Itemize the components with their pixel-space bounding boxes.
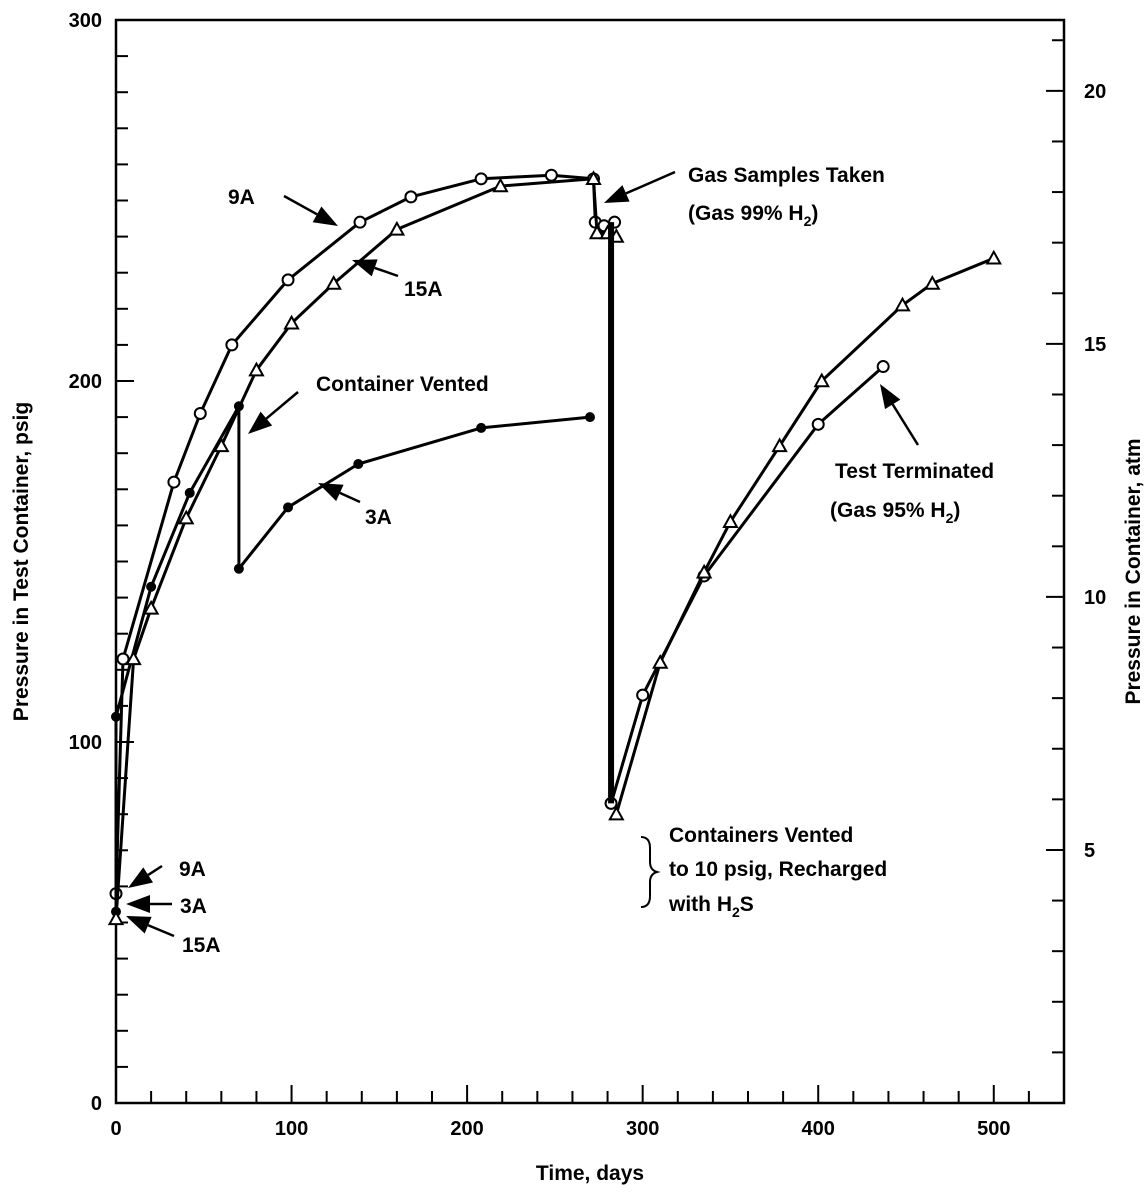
data-point-15a bbox=[588, 224, 606, 240]
data-point-9a bbox=[474, 172, 488, 186]
series-line-3a bbox=[114, 404, 591, 912]
data-point-15a bbox=[107, 910, 125, 926]
data-point-9a bbox=[876, 360, 890, 374]
y-tick-label: 0 bbox=[91, 1093, 102, 1115]
data-point-9a bbox=[404, 190, 418, 204]
label-container-vented: Container Vented bbox=[316, 373, 489, 396]
data-point-3a bbox=[111, 711, 121, 722]
data-point-15a bbox=[492, 177, 509, 193]
data-point-15a bbox=[248, 361, 265, 377]
y-tick-label: 100 bbox=[69, 732, 102, 754]
data-point-9a bbox=[811, 417, 825, 431]
data-point-15a bbox=[771, 437, 788, 453]
data-point-15a bbox=[985, 249, 1002, 265]
data-point-3a bbox=[184, 487, 195, 498]
arrow-15a-start-shaft bbox=[147, 924, 175, 938]
arrow-test-terminated-head bbox=[880, 384, 901, 410]
data-point-9a bbox=[225, 338, 239, 352]
arrow-9a-curve-shaft bbox=[283, 194, 318, 216]
series-line-15a bbox=[114, 177, 995, 920]
data-point-15a bbox=[652, 654, 669, 669]
data-point-9a bbox=[167, 475, 181, 489]
data-point-15a bbox=[695, 563, 713, 579]
label-9a-curve: 9A bbox=[228, 186, 255, 209]
data-point-15a bbox=[283, 314, 300, 330]
data-point-15a bbox=[125, 650, 142, 666]
data-point-15a bbox=[213, 437, 230, 453]
data-point-9a bbox=[193, 406, 207, 420]
data-point-15a bbox=[608, 805, 625, 821]
x-tick-label: 400 bbox=[802, 1118, 835, 1140]
data-point-15a bbox=[813, 372, 830, 388]
label-gas-95-h2: (Gas 95% H2) bbox=[830, 499, 960, 526]
arrow-3a-start-head bbox=[126, 895, 150, 913]
arrow-9a-curve-head bbox=[312, 206, 338, 226]
data-point-9a bbox=[353, 215, 367, 229]
y-tick-label: 200 bbox=[69, 371, 102, 393]
arrow-15a-curve-head bbox=[352, 259, 378, 277]
data-point-15a bbox=[388, 220, 406, 236]
label-3a-start: 3A bbox=[180, 895, 207, 918]
label-gas-samples-taken: Gas Samples Taken bbox=[688, 164, 885, 187]
label-containers-vented: Containers Vented bbox=[669, 824, 853, 847]
y2-tick-label: 10 bbox=[1084, 587, 1106, 609]
data-point-9a bbox=[116, 652, 130, 666]
data-point-15a bbox=[894, 296, 911, 312]
data-point-9a bbox=[636, 688, 650, 702]
y2-tick-label: 5 bbox=[1084, 840, 1095, 862]
y2-tick-label: 15 bbox=[1084, 334, 1106, 356]
data-point-3a bbox=[283, 502, 294, 513]
data-point-15a bbox=[142, 599, 160, 615]
label-with-h2s: with H2S bbox=[668, 893, 754, 920]
y2-tick-label: 20 bbox=[1084, 81, 1106, 103]
arrow-container-vented-shaft bbox=[265, 391, 299, 420]
arrow-gas-samples-shaft bbox=[625, 170, 676, 195]
x-tick-label: 100 bbox=[275, 1118, 308, 1140]
x-tick-label: 500 bbox=[977, 1118, 1010, 1140]
data-point-3a bbox=[476, 422, 487, 433]
data-point-15a bbox=[722, 513, 739, 528]
label-to-10-psig: to 10 psig, Recharged bbox=[669, 858, 887, 881]
data-point-9a bbox=[544, 168, 558, 182]
curly-brace bbox=[640, 836, 661, 908]
x-tick-label: 200 bbox=[450, 1118, 483, 1140]
label-gas-99-h2: (Gas 99% H2) bbox=[688, 202, 818, 229]
label-3a-curve: 3A bbox=[365, 506, 392, 529]
data-point-15a bbox=[585, 170, 602, 186]
label-15a-start: 15A bbox=[182, 934, 221, 957]
arrow-container-vented-head bbox=[248, 411, 273, 434]
label-9a-start: 9A bbox=[179, 858, 206, 881]
data-point-15a bbox=[325, 274, 342, 290]
x-tick-label: 0 bbox=[110, 1118, 121, 1140]
arrow-15a-start-head bbox=[126, 916, 152, 934]
y2-axis-title: Pressure in Container, atm bbox=[1122, 438, 1145, 704]
data-point-15a bbox=[178, 509, 195, 525]
label-test-terminated: Test Terminated bbox=[835, 460, 994, 483]
data-point-3a bbox=[353, 459, 364, 470]
arrow-gas-samples-head bbox=[604, 185, 630, 203]
arrow-15a-curve-shaft bbox=[374, 266, 399, 278]
arrow-9a-start-shaft bbox=[147, 864, 163, 877]
data-point-3a bbox=[585, 412, 595, 423]
data-point-3a bbox=[146, 581, 157, 592]
arrow-3a-curve-shaft bbox=[339, 491, 361, 504]
arrow-3a-curve-head bbox=[318, 483, 344, 502]
y-axis-title: Pressure in Test Container, psig bbox=[10, 402, 33, 721]
arrow-test-terminated-shaft bbox=[891, 403, 920, 446]
x-tick-label: 300 bbox=[626, 1118, 659, 1140]
x-axis-title: Time, days bbox=[536, 1162, 644, 1185]
data-point-9a bbox=[281, 273, 295, 287]
data-point-3a bbox=[233, 563, 244, 574]
arrow-9a-start-head bbox=[128, 867, 154, 888]
y-tick-label: 300 bbox=[69, 10, 102, 32]
label-15a-curve: 15A bbox=[404, 278, 443, 301]
data-point-15a bbox=[924, 274, 941, 290]
series-line-9a bbox=[114, 173, 885, 894]
